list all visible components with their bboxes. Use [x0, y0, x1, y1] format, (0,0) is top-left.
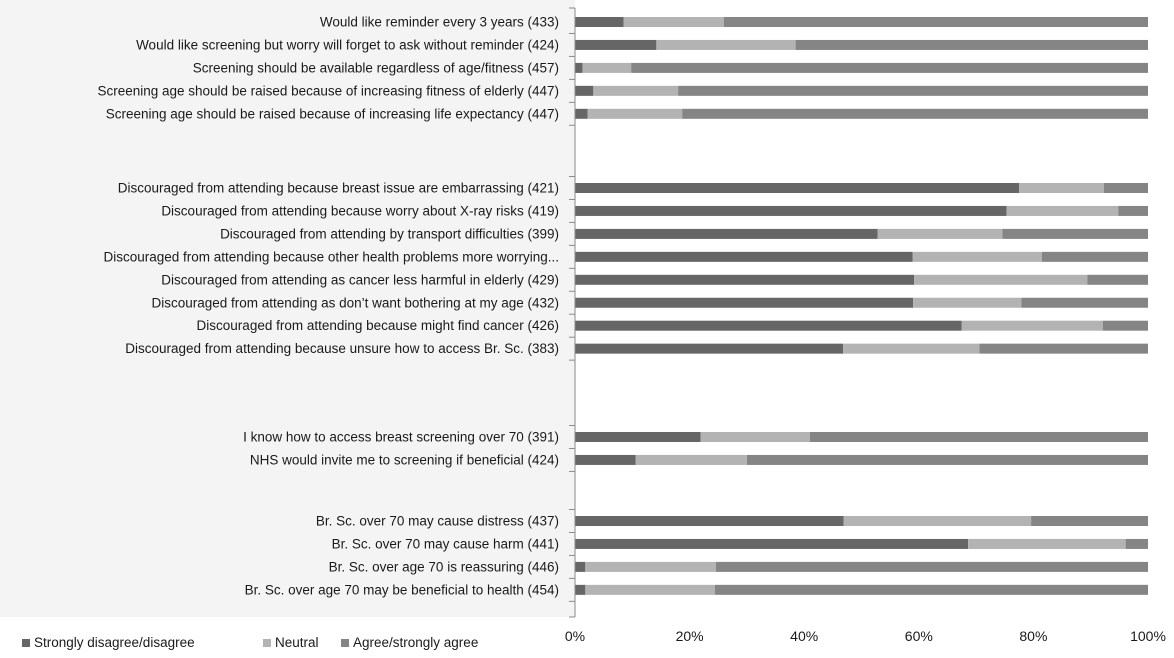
bar-segment: [843, 343, 980, 354]
bar-segment: [961, 320, 1103, 331]
bar-segment: [656, 39, 796, 50]
category-label: Discouraged from attending because might…: [197, 318, 559, 333]
category-label: Discouraged from attending because breas…: [118, 181, 559, 196]
bar-segment: [1103, 183, 1148, 193]
bar-segment: [1102, 320, 1148, 331]
bar-segment: [715, 561, 1148, 572]
bar-segment: [1006, 205, 1119, 216]
bar-segment: [587, 108, 683, 119]
bar-segment: [809, 432, 1148, 442]
legend-label: Agree/strongly agree: [353, 635, 478, 650]
category-label: Br. Sc. over age 70 may be beneficial to…: [245, 582, 559, 597]
bar-segment: [585, 561, 716, 572]
bar-segment: [575, 343, 844, 354]
bar-segment: [575, 297, 914, 308]
legend-label: Strongly disagree/disagree: [34, 635, 195, 650]
category-label: I know how to access breast screening ov…: [243, 430, 559, 445]
category-label: Br. Sc. over 70 may cause distress (437): [316, 514, 559, 529]
bar-segment: [1087, 274, 1148, 285]
category-label: Discouraged from attending because worry…: [161, 203, 559, 218]
bar-segment: [914, 274, 1088, 285]
bar-segment: [575, 432, 701, 442]
category-label: Discouraged from attending as don’t want…: [152, 295, 560, 310]
bar-segment: [631, 62, 1148, 73]
bar-segment: [968, 538, 1126, 549]
bar-segment: [575, 17, 624, 27]
x-tick-label: 0%: [565, 628, 585, 644]
x-tick-label: 20%: [676, 628, 704, 644]
bar-segment: [575, 62, 583, 73]
bar-segment: [678, 85, 1148, 96]
bar-segment: [795, 39, 1148, 50]
category-label: NHS would invite me to screening if bene…: [250, 452, 559, 467]
bar-segment: [635, 454, 747, 465]
legend-swatch: [263, 639, 271, 647]
bar-segment: [575, 584, 586, 595]
bar-segment: [575, 454, 636, 465]
bar-segment: [582, 62, 632, 73]
bar-segment: [575, 538, 969, 549]
bar-segment: [623, 17, 724, 27]
bar-segment: [575, 274, 915, 285]
category-label: Would like screening but worry will forg…: [136, 37, 559, 52]
bar-segment: [593, 85, 679, 96]
x-tick-label: 40%: [790, 628, 818, 644]
category-label: Br. Sc. over 70 may cause harm (441): [332, 536, 559, 551]
bar-segment: [912, 251, 1042, 262]
bar-segment: [723, 17, 1148, 27]
category-label: Screening age should be raised because o…: [106, 106, 559, 121]
bar-segment: [575, 561, 586, 572]
bar-segment: [746, 454, 1148, 465]
bar-segment: [575, 205, 1007, 216]
x-tick-label: 100%: [1130, 628, 1166, 644]
bar-segment: [575, 85, 594, 96]
x-tick-label: 60%: [905, 628, 933, 644]
bar-segment: [575, 516, 844, 526]
bar-segment: [575, 183, 1020, 193]
bar-segment: [1118, 205, 1148, 216]
legend-swatch: [341, 639, 349, 647]
category-label: Screening should be available regardless…: [193, 60, 559, 75]
bar-segment: [575, 39, 657, 50]
bar-segment: [575, 251, 913, 262]
bar-segment: [1019, 183, 1104, 193]
legend-label: Neutral: [275, 635, 319, 650]
category-label: Discouraged from attending by transport …: [220, 226, 559, 241]
bar-segment: [700, 432, 810, 442]
bar-segment: [1021, 297, 1148, 308]
category-label: Br. Sc. over age 70 is reassuring (446): [329, 559, 559, 574]
bar-segment: [1125, 538, 1148, 549]
bar-segment: [979, 343, 1148, 354]
bar-segment: [877, 228, 1003, 239]
bar-segment: [913, 297, 1022, 308]
plot-background: [0, 0, 575, 617]
category-label: Discouraged from attending as cancer les…: [161, 272, 559, 287]
bar-segment: [1031, 516, 1148, 526]
bar-segment: [1002, 228, 1148, 239]
bar-segment: [714, 584, 1148, 595]
category-label: Discouraged from attending because unsur…: [125, 341, 559, 356]
x-tick-label: 80%: [1019, 628, 1047, 644]
category-label: Discouraged from attending because other…: [104, 249, 560, 264]
category-label: Would like reminder every 3 years (433): [320, 15, 559, 30]
bar-segment: [1041, 251, 1148, 262]
bar-segment: [585, 584, 715, 595]
legend-swatch: [22, 639, 30, 647]
bar-segment: [575, 320, 962, 331]
bar-segment: [843, 516, 1032, 526]
bar-segment: [575, 108, 588, 119]
bar-segment: [682, 108, 1148, 119]
category-label: Screening age should be raised because o…: [97, 83, 559, 98]
bar-segment: [575, 228, 878, 239]
